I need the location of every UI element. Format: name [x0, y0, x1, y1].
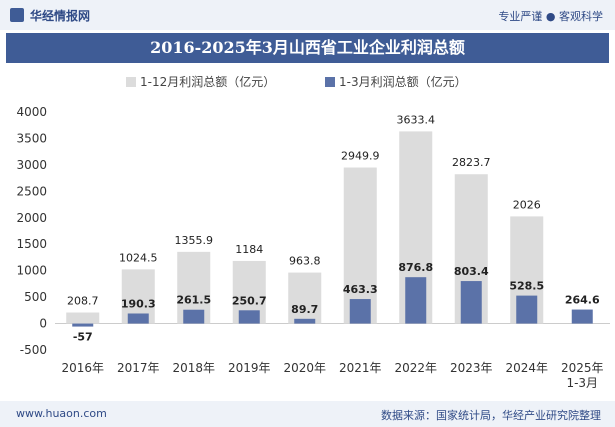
footer-bar: www.huaon.com 数据来源：国家统计局，华经产业研究院整理	[0, 401, 615, 427]
data-label-annual: 208.7	[67, 295, 99, 308]
x-tick-label: 2022年	[394, 361, 437, 375]
bar-q1	[349, 299, 371, 324]
data-label-annual: 963.8	[289, 255, 321, 268]
logo-icon	[10, 8, 24, 22]
slogan: 专业严谨 ● 客观科学	[498, 10, 603, 23]
x-tick-label: 2021年	[339, 361, 382, 375]
legend-swatch-1	[325, 77, 335, 87]
data-label-annual: 2026	[513, 198, 541, 211]
data-label-q1: 463.3	[343, 283, 378, 296]
bar-annual	[343, 167, 377, 324]
brand-name[interactable]: 华经情报网	[30, 9, 91, 23]
bar-annual	[288, 272, 322, 324]
y-tick-label: 1000	[16, 264, 47, 278]
bar-q1	[238, 310, 260, 324]
y-tick-label: 4000	[16, 105, 47, 119]
data-label-q1: 261.5	[176, 294, 211, 307]
bar-q1	[516, 295, 538, 324]
legend-label-1: 1-3月利润总额（亿元）	[339, 74, 467, 89]
data-label-annual: 2949.9	[341, 150, 380, 163]
data-label-annual: 3633.4	[397, 113, 436, 126]
bar-annual	[66, 312, 100, 324]
chart-title: 2016-2025年3月山西省工业企业利润总额	[6, 33, 609, 63]
bar-q1	[294, 318, 316, 324]
x-tick-label: 2016年	[61, 361, 104, 375]
bar-q1	[571, 309, 593, 324]
y-tick-label: 3500	[16, 131, 47, 145]
y-tick-label: 2000	[16, 211, 47, 225]
data-source: 数据来源：国家统计局，华经产业研究院整理	[381, 409, 601, 422]
data-label-q1: 876.8	[398, 261, 433, 274]
data-label-q1: 250.7	[232, 294, 267, 307]
bar-q1	[183, 309, 205, 324]
bar-q1	[460, 281, 482, 324]
x-tick-label: 2019年	[228, 361, 271, 375]
x-tick-label: 2020年	[283, 361, 326, 375]
x-tick-label: 1-3月	[566, 376, 598, 390]
y-tick-label: 2500	[16, 184, 47, 198]
data-label-q1: -57	[73, 331, 93, 344]
x-tick-label: 2023年	[450, 361, 493, 375]
data-label-q1: 528.5	[509, 280, 544, 293]
data-label-q1: 190.3	[121, 297, 156, 310]
website-link[interactable]: www.huaon.com	[16, 407, 107, 420]
legend-label-0: 1-12月利润总额（亿元）	[140, 74, 275, 89]
x-tick-label: 2024年	[505, 361, 548, 375]
legend-swatch-0	[126, 77, 136, 87]
bar-q1	[72, 323, 94, 327]
y-tick-label: 3000	[16, 158, 47, 172]
data-label-annual: 1184	[235, 243, 263, 256]
data-label-q1: 803.4	[454, 265, 489, 278]
x-tick-label: 2018年	[172, 361, 215, 375]
bar-q1	[405, 277, 427, 324]
data-label-q1: 89.7	[291, 303, 318, 316]
data-label-q1: 264.6	[565, 294, 600, 307]
y-tick-label: 500	[24, 290, 47, 304]
x-tick-label: 2025年	[561, 361, 604, 375]
data-label-annual: 2823.7	[452, 156, 491, 169]
bar-q1	[127, 313, 149, 324]
y-tick-label: 0	[39, 317, 47, 331]
x-tick-label: 2017年	[117, 361, 160, 375]
y-tick-label: -500	[20, 343, 47, 357]
y-tick-label: 1500	[16, 237, 47, 251]
data-label-annual: 1024.5	[119, 251, 158, 264]
top-bar: 华经情报网 专业严谨 ● 客观科学	[0, 0, 615, 30]
data-label-annual: 1355.9	[175, 234, 214, 247]
